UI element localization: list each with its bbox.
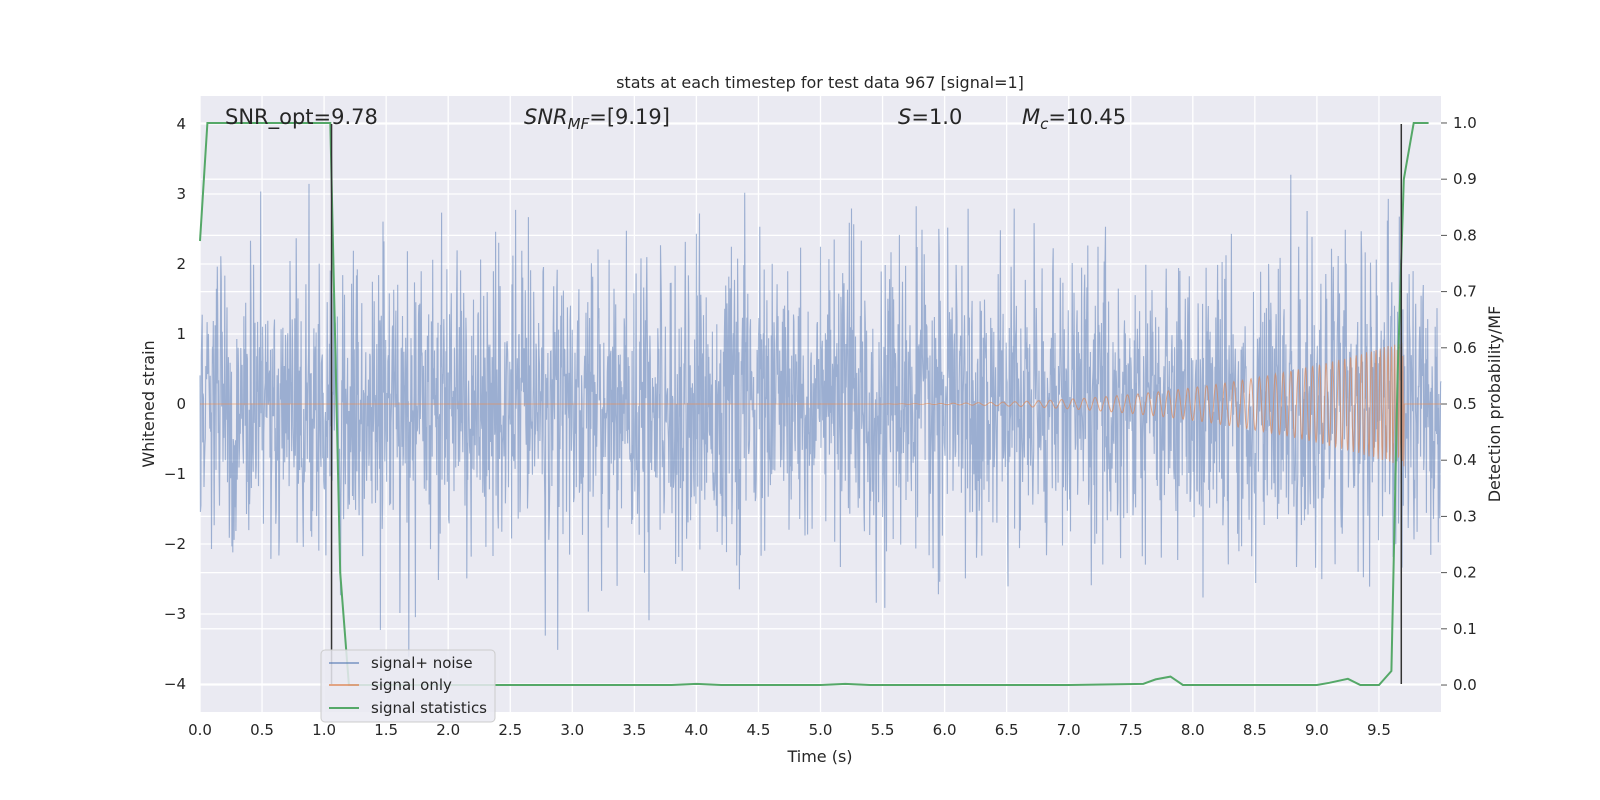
- x-tick-label: 5.5: [871, 721, 895, 739]
- signal-only-line: [200, 342, 1441, 467]
- x-tick-label: 9.5: [1367, 721, 1391, 739]
- x-tick-label: 9.0: [1305, 721, 1329, 739]
- x-tick-label: 1.0: [312, 721, 336, 739]
- y-tick-label: 2: [176, 255, 186, 273]
- legend: signal+ noise signal only signal statist…: [320, 649, 496, 723]
- y-tick-label: −4: [164, 675, 186, 693]
- y-tick-labels: 4 3 2 1 0 −1 −2 −3 −4: [164, 115, 186, 693]
- x-tick-label: 2.0: [436, 721, 460, 739]
- x-tick-label: 6.5: [995, 721, 1019, 739]
- mc-value: =10.45: [1048, 105, 1126, 129]
- y2-tick-labels: 1.0 0.9 0.8 0.7 0.6 0.5 0.4 0.3 0.2 0.1 0.0: [1441, 114, 1477, 694]
- x-tick-label: 1.5: [374, 721, 398, 739]
- y-tick-label: −3: [164, 605, 186, 623]
- x-tick-label: 4.0: [684, 721, 708, 739]
- x-tick-label: 3.0: [560, 721, 584, 739]
- y2-tick-label: 0.9: [1453, 170, 1477, 188]
- y2-tick-label: 0.1: [1453, 620, 1477, 638]
- y2-tick-label: 0.4: [1453, 451, 1477, 469]
- x-tick-label: 4.5: [747, 721, 771, 739]
- mc-symbol: M: [1022, 105, 1040, 129]
- y2-tick-label: 0.8: [1453, 226, 1477, 244]
- x-tick-label: 0.5: [250, 721, 274, 739]
- signal-only-series: [200, 342, 1441, 467]
- s-value: =1.0: [911, 105, 962, 129]
- x-tick-label: 7.5: [1119, 721, 1143, 739]
- y2-tick-label: 1.0: [1453, 114, 1477, 132]
- y2-tick-label: 0.5: [1453, 395, 1477, 413]
- y-tick-label: 4: [176, 115, 186, 133]
- y-tick-label: −1: [164, 465, 186, 483]
- y2-tick-label: 0.7: [1453, 283, 1477, 301]
- legend-label-signal-noise: signal+ noise: [371, 654, 473, 672]
- x-tick-label: 2.5: [498, 721, 522, 739]
- snr-mf-value: =[9.19]: [589, 105, 670, 129]
- legend-label-signal-only: signal only: [371, 676, 452, 694]
- x-tick-labels: 0.0 0.5 1.0 1.5 2.0 2.5 3.0 3.5 4.0 4.5 5.0 5.5 6.0 6…: [188, 721, 1391, 739]
- y-tick-label: 1: [176, 325, 186, 343]
- legend-label-signal-statistics: signal statistics: [371, 699, 487, 717]
- y2-tick-label: 0.6: [1453, 339, 1477, 357]
- x-tick-label: 6.0: [933, 721, 957, 739]
- x-tick-label: 0.0: [188, 721, 212, 739]
- mc-subscript: c: [1040, 115, 1049, 133]
- y-tick-label: 3: [176, 185, 186, 203]
- y2-axis-label: Detection probability/MF: [1485, 306, 1504, 503]
- chart-title: stats at each timestep for test data 967…: [616, 73, 1024, 92]
- y2-tick-label: 0.3: [1453, 507, 1477, 525]
- x-tick-label: 8.5: [1243, 721, 1267, 739]
- x-tick-label: 5.0: [809, 721, 833, 739]
- s-symbol: S: [898, 105, 911, 129]
- snr-mf-symbol: SNR: [524, 105, 568, 129]
- vertical-markers: [330, 124, 1403, 684]
- y2-tick-label: 0.2: [1453, 564, 1477, 582]
- annotation-s: S=1.0: [898, 105, 962, 129]
- annotation-snr-mf: SNRMF=[9.19]: [524, 105, 670, 133]
- x-tick-label: 8.0: [1181, 721, 1205, 739]
- annotation-snr-opt: SNR_opt=9.78: [225, 105, 378, 130]
- x-tick-label: 3.5: [622, 721, 646, 739]
- annotation-mc: Mc=10.45: [1022, 105, 1126, 133]
- snr-mf-subscript: MF: [568, 115, 590, 133]
- x-tick-label: 7.0: [1057, 721, 1081, 739]
- y2-tick-label: 0.0: [1453, 676, 1477, 694]
- y-axis-label: Whitened strain: [139, 340, 158, 467]
- y-tick-label: 0: [176, 395, 186, 413]
- legend-box: [320, 649, 496, 723]
- y-tick-label: −2: [164, 535, 186, 553]
- x-axis-label: Time (s): [786, 747, 852, 766]
